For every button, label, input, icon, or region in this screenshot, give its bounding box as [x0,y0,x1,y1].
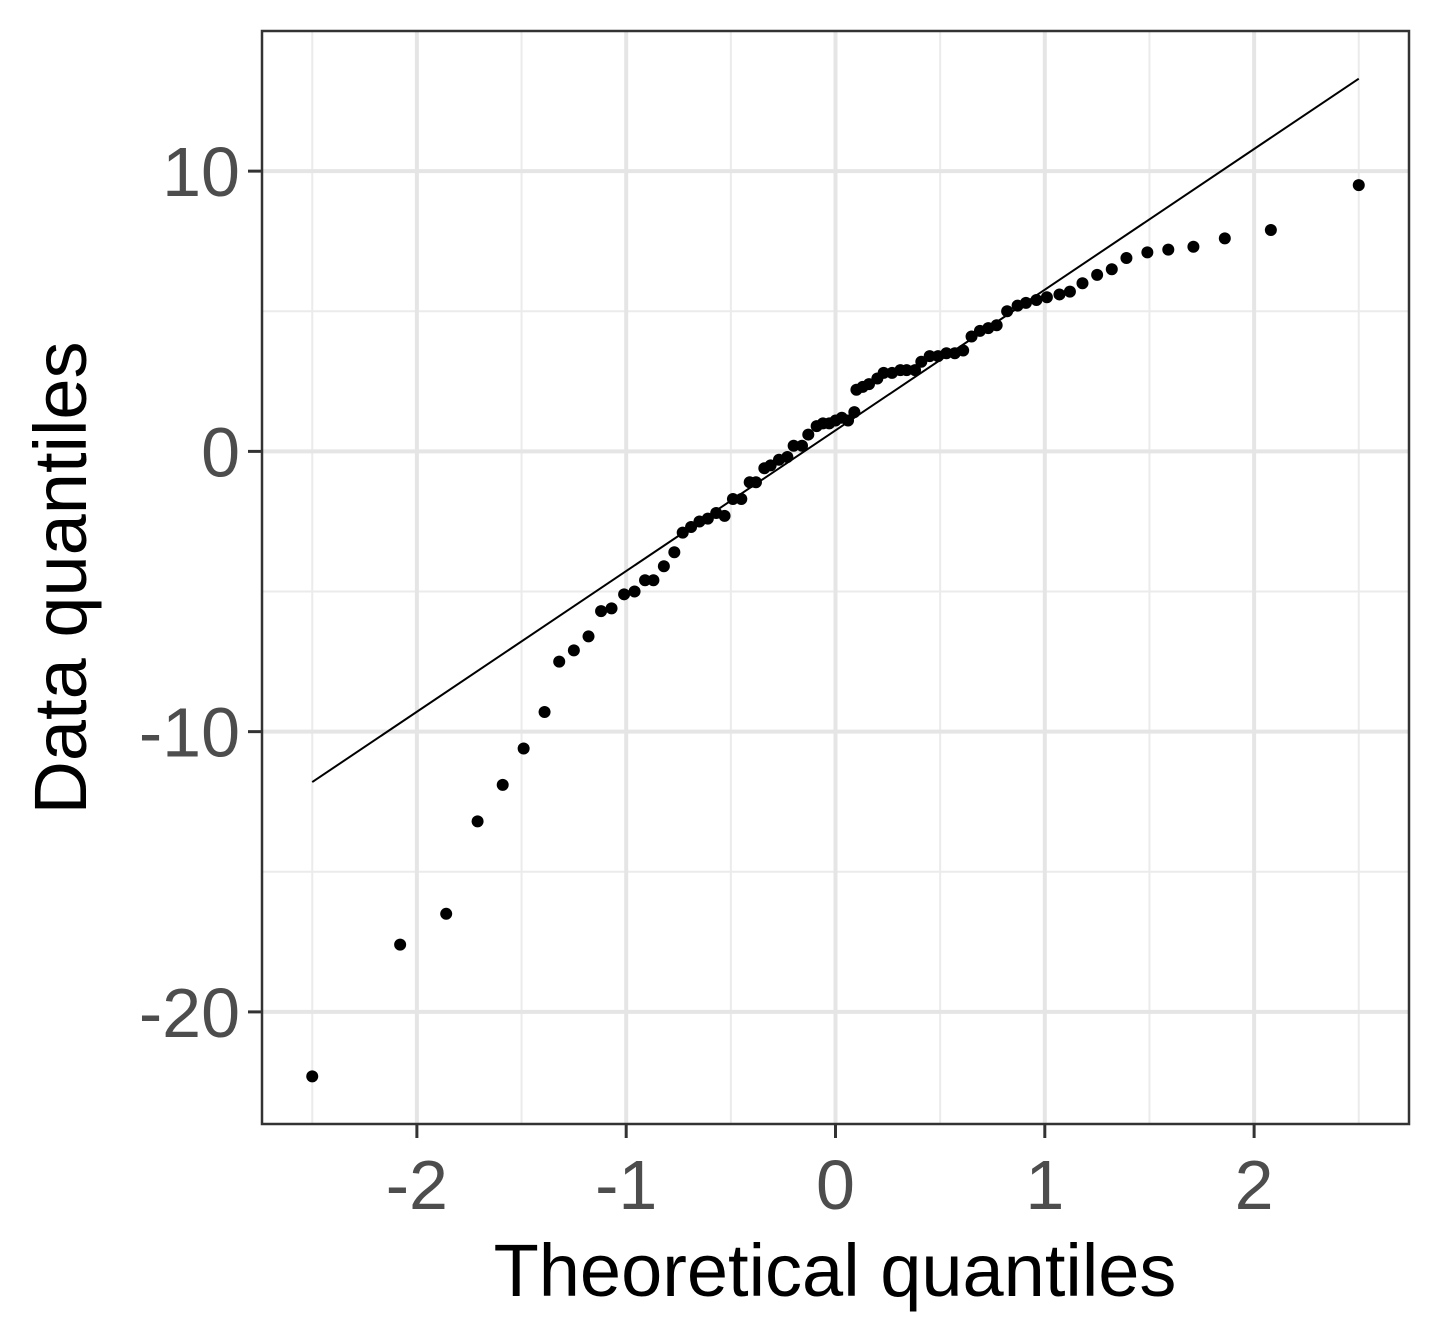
data-point [628,585,641,598]
data-point [1030,294,1043,307]
data-point [657,560,670,573]
major-gridlines [262,31,1409,1124]
x-axis-tick-labels: -2 -1 0 1 2 [386,1146,1274,1224]
data-point [1001,305,1014,318]
data-point [735,493,748,506]
data-point [605,602,618,615]
data-point [1141,246,1154,259]
reference-line [311,77,1360,783]
data-point [749,476,762,489]
data-point [796,439,809,452]
data-point [639,574,652,587]
data-point [1091,268,1104,281]
y-axis-title: Data quantiles [19,341,102,814]
x-tick-label: -2 [386,1146,448,1224]
data-point [957,344,970,357]
data-point [900,364,913,377]
data-point [440,907,453,920]
data-point [848,406,861,419]
y-tick-label: 10 [162,133,240,211]
data-point [1162,243,1175,256]
data-point [668,546,681,559]
data-point [582,630,595,643]
data-point [567,644,580,657]
data-point [1019,296,1032,309]
data-point [595,605,608,618]
data-point [1053,288,1066,301]
data-point [471,815,484,828]
data-point [618,588,631,601]
y-tick-label: -10 [139,694,240,772]
data-point [394,938,407,951]
data-point [1352,179,1365,192]
data-point [842,414,855,427]
data-point [1040,291,1053,304]
reference-line-layer [311,77,1360,783]
data-point [718,509,731,522]
x-tick-label: 2 [1235,1146,1274,1224]
data-point [496,778,509,791]
data-point [1120,252,1133,265]
data-point [1264,223,1277,236]
data-point [923,350,936,363]
data-point [1187,240,1200,253]
x-tick-label: 1 [1025,1146,1064,1224]
y-tick-label: 0 [201,413,240,491]
data-point [726,493,739,506]
data-point [1218,232,1231,245]
x-axis-ticks [415,1124,1256,1138]
y-axis-tick-labels: -20 -10 0 10 [139,133,240,1052]
x-axis-title: Theoretical quantiles [494,1229,1177,1312]
data-point [306,1070,319,1083]
data-point [553,655,566,668]
data-point [990,319,1003,332]
x-tick-label: -1 [595,1146,657,1224]
data-point [909,364,922,377]
data-point [781,450,794,463]
y-tick-label: -20 [139,974,240,1052]
data-point [1105,263,1118,276]
x-tick-label: 0 [816,1146,855,1224]
data-point [802,428,815,441]
data-point [1063,285,1076,298]
data-point [517,742,530,755]
data-point [877,366,890,379]
data-point [538,706,551,719]
data-point [940,347,953,360]
data-point [647,574,660,587]
y-axis-ticks [248,169,262,1014]
data-point [1076,277,1089,290]
data-points [306,179,1365,1083]
data-point [787,439,800,452]
